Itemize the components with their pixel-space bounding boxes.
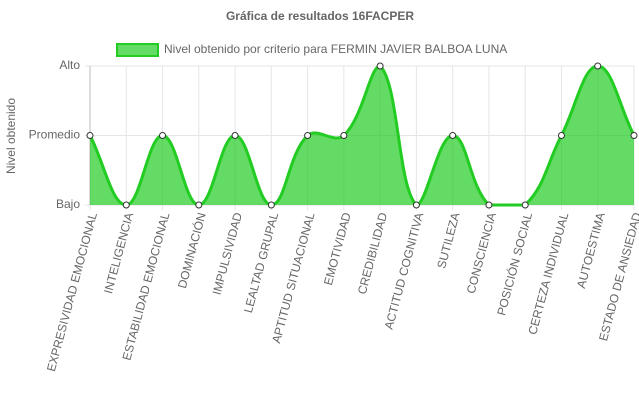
x-tick-label: SUTILEZA <box>434 211 462 270</box>
point <box>412 201 420 209</box>
point <box>86 132 94 139</box>
point <box>195 201 203 209</box>
point <box>485 201 493 209</box>
point <box>630 132 638 139</box>
line <box>88 64 636 207</box>
chart-title: Gráfica de resultados 16FACPER <box>226 9 414 23</box>
x-tick-label: CERTEZA INDIVIDUAL <box>525 211 571 336</box>
x-tick-label: CREDIBILIDAD <box>355 211 390 296</box>
x-tick-label: CONSCIENCIA <box>464 211 499 295</box>
x-tick-label: EMOTIVIDAD <box>321 211 354 287</box>
point <box>122 201 130 209</box>
point <box>267 201 275 209</box>
point <box>521 201 529 209</box>
point <box>557 132 565 139</box>
point <box>449 132 457 139</box>
point <box>231 132 239 139</box>
point <box>304 132 312 139</box>
area <box>90 66 634 205</box>
y-axis-title: Nivel obtenido <box>4 98 18 174</box>
x-tick-label: ACTITUD COGNITIVA <box>382 211 427 331</box>
point <box>340 132 348 139</box>
x-tick-label: INTELIGENCIA <box>101 211 136 295</box>
x-tick-label: POSICIÓN SOCIAL <box>493 210 535 317</box>
point <box>376 62 384 70</box>
x-tick-label: DOMINACIÓN <box>174 211 209 290</box>
legend-swatch <box>116 43 159 57</box>
point <box>594 62 602 70</box>
point <box>159 132 167 139</box>
x-tick-label: LEALTAD GRUPAL <box>241 211 281 315</box>
x-tick-label: IMPULSIVIDAD <box>210 211 246 297</box>
y-tick-label: Promedio <box>29 128 81 142</box>
y-tick-label: Bajo <box>56 197 80 211</box>
x-tick-label: AUTOESTIMA <box>574 211 608 290</box>
y-tick-label: Alto <box>59 58 80 72</box>
x-tick-label: EXPRESIVIDAD EMOCIONAL <box>44 211 100 373</box>
legend-label: Nivel obtenido por criterio para FERMIN … <box>164 42 507 56</box>
